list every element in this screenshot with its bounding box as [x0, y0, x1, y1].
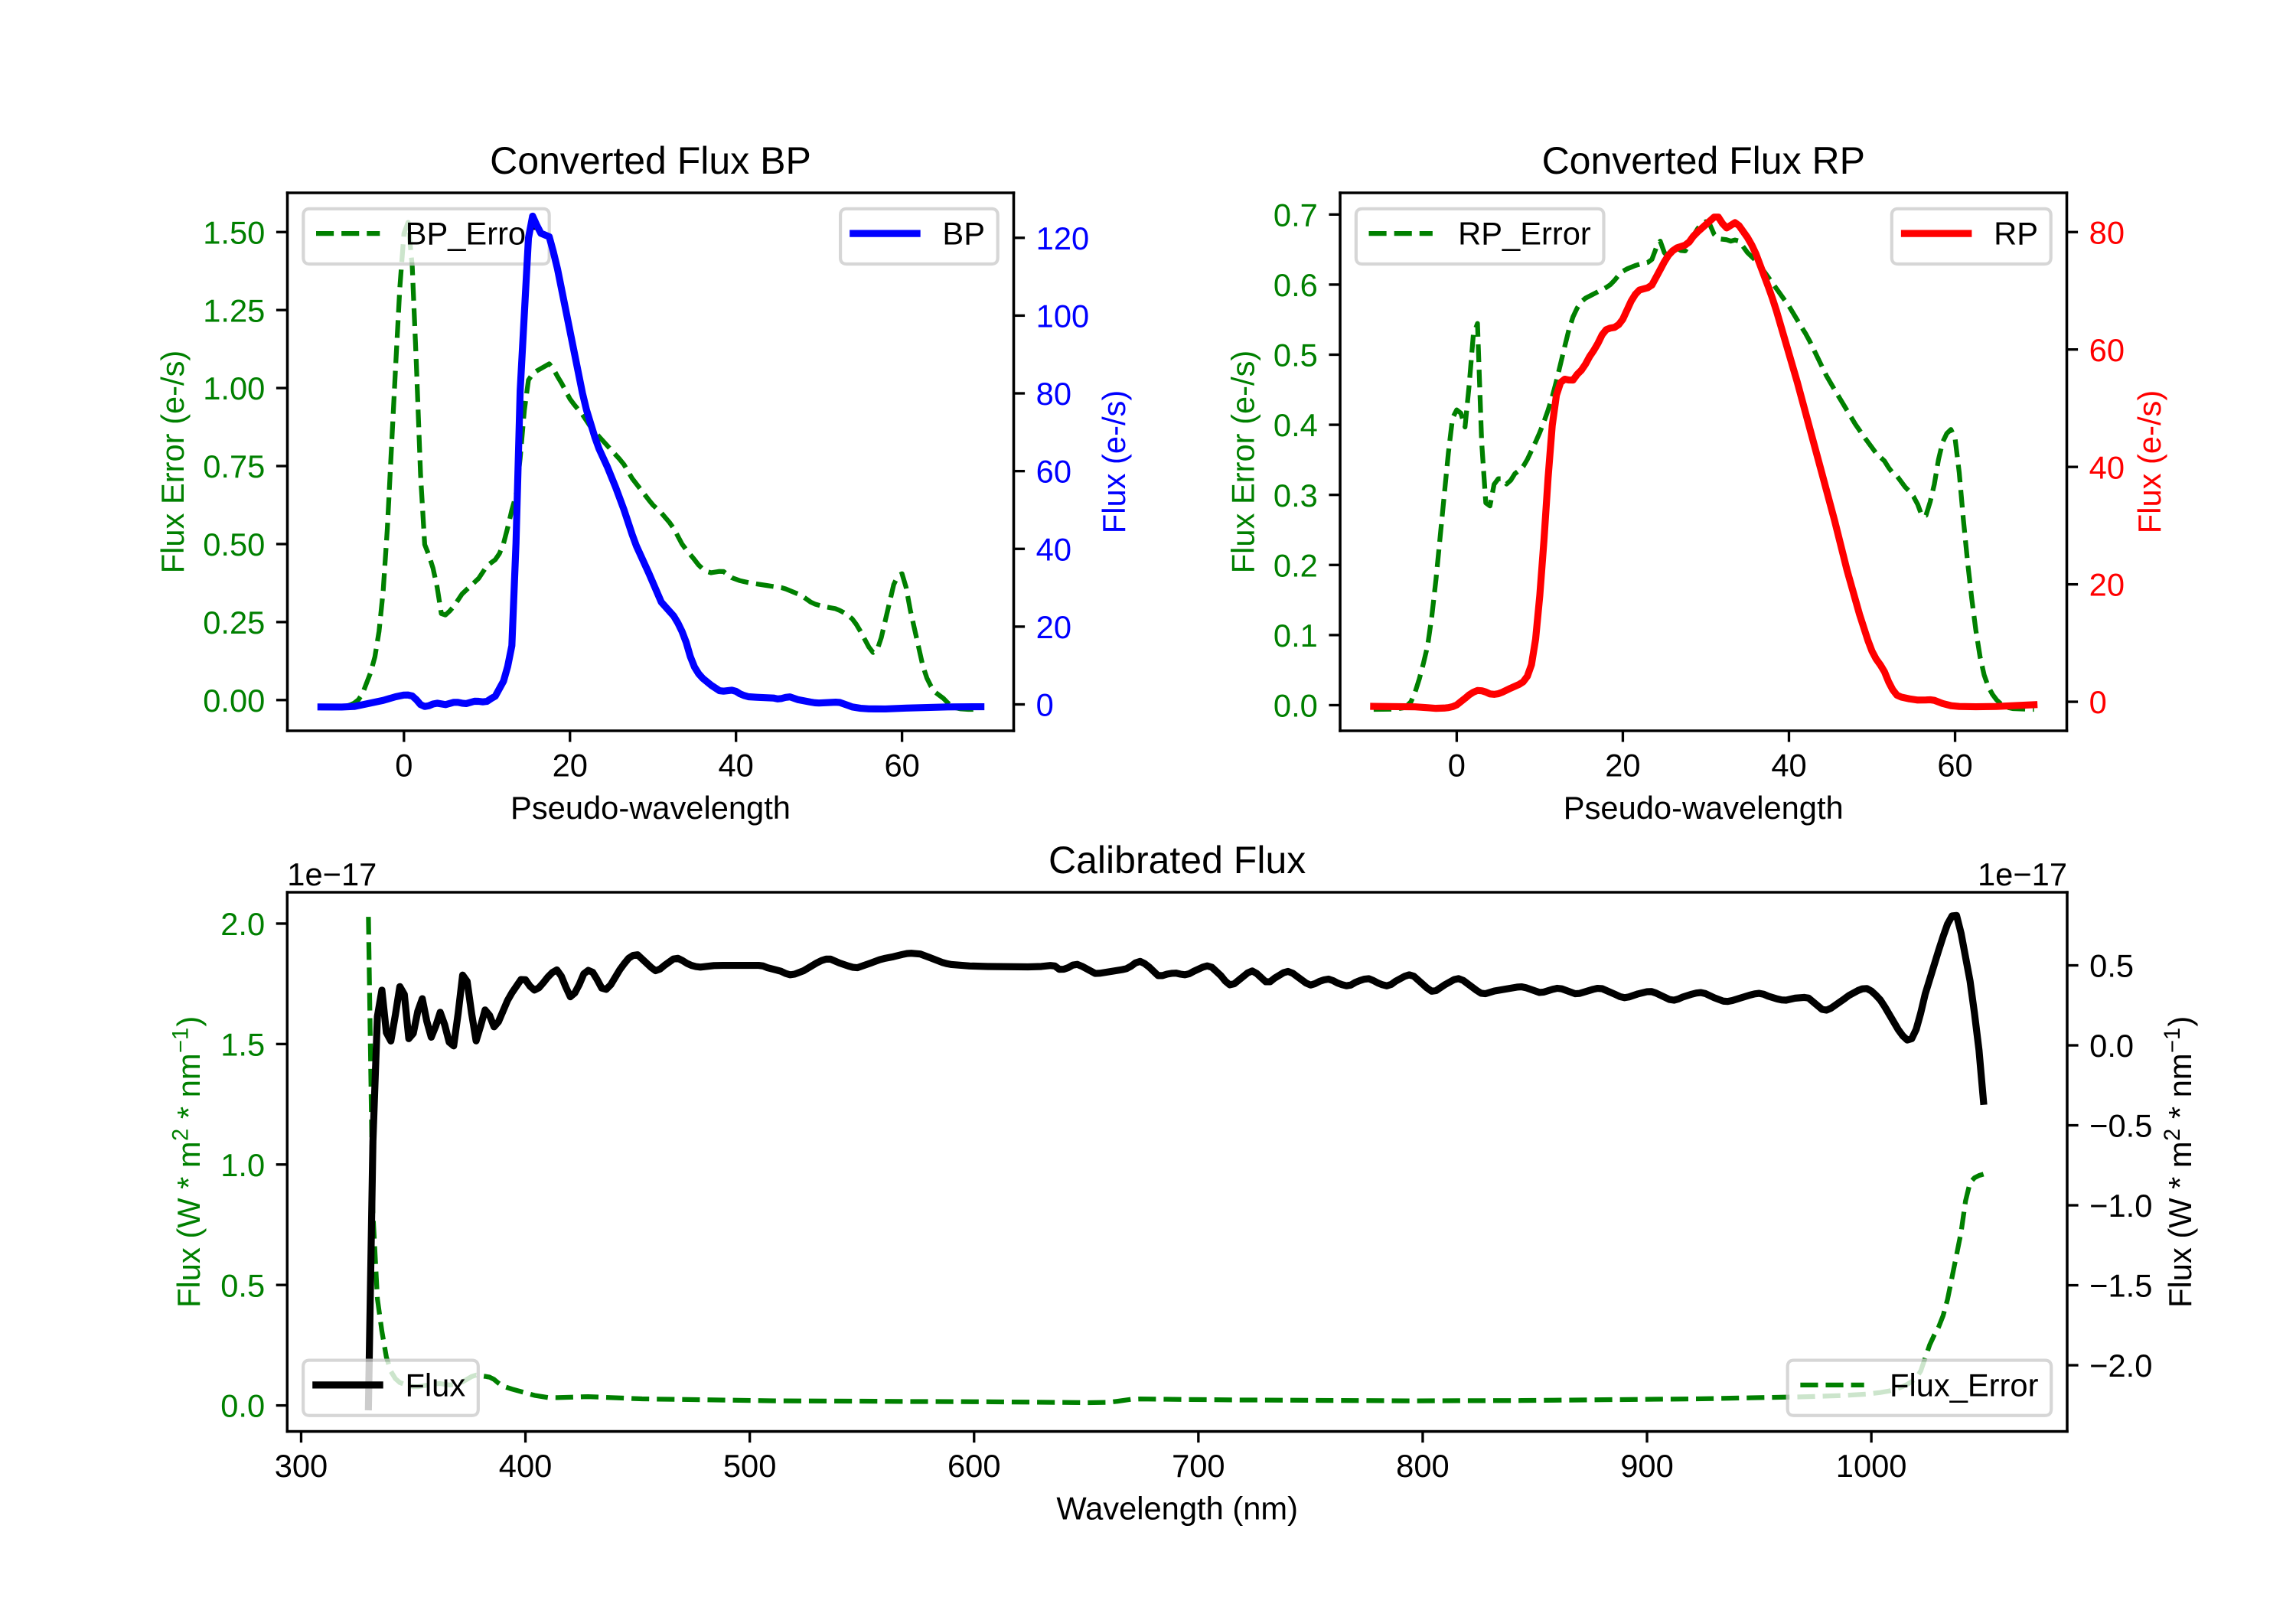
svg-text:120: 120: [1036, 220, 1090, 256]
svg-text:0.1: 0.1: [1274, 618, 1318, 654]
svg-text:−1.0: −1.0: [2089, 1188, 2152, 1224]
svg-text:Flux: Flux: [405, 1367, 465, 1403]
svg-text:0.3: 0.3: [1274, 478, 1318, 513]
svg-text:0.75: 0.75: [203, 448, 265, 484]
svg-text:1.25: 1.25: [203, 292, 265, 328]
svg-text:0.0: 0.0: [220, 1388, 265, 1424]
svg-text:500: 500: [723, 1448, 777, 1484]
svg-text:1e−17: 1e−17: [287, 856, 377, 892]
svg-text:0: 0: [1036, 687, 1054, 723]
svg-text:100: 100: [1036, 298, 1090, 334]
svg-text:700: 700: [1172, 1448, 1225, 1484]
svg-text:40: 40: [1771, 747, 1806, 783]
svg-text:900: 900: [1620, 1448, 1674, 1484]
svg-text:1000: 1000: [1836, 1448, 1907, 1484]
svg-text:Converted Flux RP: Converted Flux RP: [1542, 139, 1865, 182]
svg-text:−0.5: −0.5: [2089, 1108, 2152, 1144]
svg-text:80: 80: [2089, 214, 2125, 250]
svg-text:60: 60: [1937, 747, 1972, 783]
svg-text:0.00: 0.00: [203, 683, 265, 719]
svg-text:0.4: 0.4: [1274, 407, 1318, 443]
svg-text:0.6: 0.6: [1274, 267, 1318, 303]
svg-text:0: 0: [1448, 747, 1466, 783]
svg-text:Pseudo-wavelength: Pseudo-wavelength: [510, 790, 791, 826]
svg-text:0.5: 0.5: [220, 1267, 265, 1303]
svg-text:20: 20: [1036, 609, 1071, 645]
svg-text:Wavelength (nm): Wavelength (nm): [1056, 1490, 1298, 1526]
svg-text:Flux Error (e-/s): Flux Error (e-/s): [155, 350, 191, 574]
svg-text:Flux_Error: Flux_Error: [1890, 1367, 2039, 1403]
svg-text:20: 20: [2089, 567, 2125, 603]
svg-text:40: 40: [1036, 531, 1071, 567]
svg-text:−2.0: −2.0: [2089, 1348, 2152, 1384]
svg-text:0.50: 0.50: [203, 526, 265, 562]
svg-text:0: 0: [395, 747, 413, 783]
svg-text:BP_Error: BP_Error: [406, 216, 536, 252]
svg-text:F l u x: F l u x ( W * m * n m ) 2 − 1: [144, 914, 213, 1307]
svg-text:0.25: 0.25: [203, 605, 265, 641]
svg-text:60: 60: [2089, 332, 2125, 368]
svg-text:0.5: 0.5: [2089, 948, 2134, 984]
svg-text:1.00: 1.00: [203, 370, 265, 406]
svg-text:BP: BP: [942, 216, 985, 252]
svg-text:0.0: 0.0: [1274, 688, 1318, 724]
svg-text:Calibrated Flux: Calibrated Flux: [1049, 839, 1306, 882]
svg-text:40: 40: [2089, 449, 2125, 485]
svg-text:800: 800: [1396, 1448, 1450, 1484]
svg-text:20: 20: [553, 747, 588, 783]
svg-text:0: 0: [2089, 684, 2107, 720]
svg-text:1.5: 1.5: [220, 1026, 265, 1062]
svg-text:Converted Flux BP: Converted Flux BP: [490, 139, 811, 182]
svg-text:2.0: 2.0: [220, 906, 265, 942]
svg-text:20: 20: [1605, 747, 1640, 783]
svg-text:600: 600: [947, 1448, 1001, 1484]
svg-text:1.0: 1.0: [220, 1147, 265, 1183]
svg-text:400: 400: [499, 1448, 553, 1484]
svg-text:RP: RP: [1994, 216, 2038, 252]
svg-text:60: 60: [1036, 454, 1071, 490]
svg-text:60: 60: [884, 747, 919, 783]
svg-text:1e−17: 1e−17: [1978, 856, 2067, 892]
svg-text:40: 40: [719, 747, 754, 783]
svg-text:Flux (e-/s): Flux (e-/s): [1096, 390, 1132, 533]
svg-text:80: 80: [1036, 376, 1071, 412]
svg-text:Flux Error (e-/s): Flux Error (e-/s): [1225, 350, 1261, 574]
svg-text:300: 300: [275, 1448, 328, 1484]
svg-text:RP_Error: RP_Error: [1458, 216, 1591, 252]
svg-text:0.0: 0.0: [2089, 1028, 2134, 1064]
svg-text:−1.5: −1.5: [2089, 1268, 2152, 1304]
svg-text:0.2: 0.2: [1274, 547, 1318, 583]
svg-text:Pseudo-wavelength: Pseudo-wavelength: [1564, 790, 1844, 826]
svg-text:0.5: 0.5: [1274, 337, 1318, 373]
svg-text:Flux (e-/s): Flux (e-/s): [2131, 390, 2167, 533]
svg-text:0.7: 0.7: [1274, 197, 1318, 233]
svg-text:1.50: 1.50: [203, 214, 265, 250]
svg-text:F l u x: F l u x ( W * m * n m ) 2 − 1: [2135, 914, 2204, 1307]
